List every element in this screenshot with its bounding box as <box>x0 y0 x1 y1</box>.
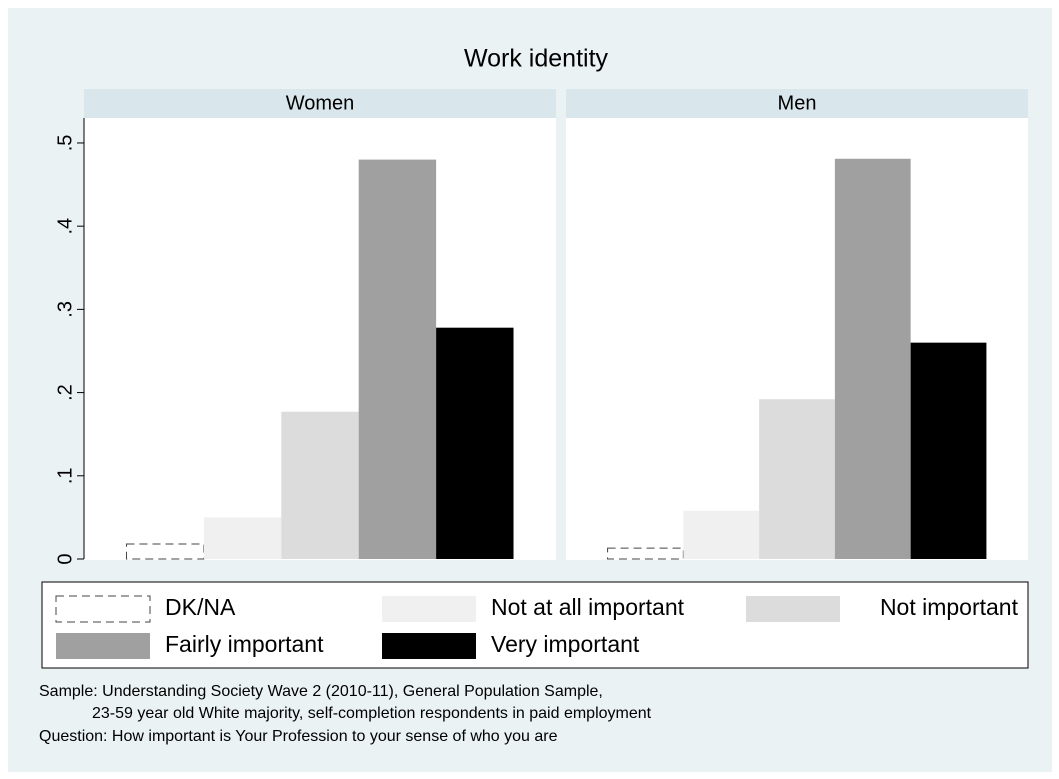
panel-label: Women <box>286 92 355 114</box>
y-tick-label: .1 <box>54 467 76 484</box>
legend-box <box>41 581 1029 669</box>
bar <box>759 399 835 559</box>
y-tick-label: .4 <box>54 218 76 235</box>
legend-swatch <box>382 633 476 659</box>
legend-swatch <box>382 596 476 622</box>
legend-label: Not important <box>880 594 1019 620</box>
legend-label: Not at all important <box>491 594 685 620</box>
bar <box>683 510 760 559</box>
y-tick-label: 0 <box>54 553 76 564</box>
legend-label: DK/NA <box>165 594 236 620</box>
y-tick-label: .5 <box>54 135 76 152</box>
legend-swatch <box>56 633 150 659</box>
bar <box>281 411 359 559</box>
bar <box>910 342 987 559</box>
panel-header <box>84 89 556 118</box>
legend-swatch <box>746 596 840 622</box>
bar <box>358 159 437 560</box>
bar <box>834 158 911 559</box>
panel-label: Men <box>778 92 817 114</box>
legend-label: Fairly important <box>165 631 324 657</box>
y-tick-label: .2 <box>54 384 76 401</box>
bar <box>436 327 514 559</box>
legend-swatch <box>55 595 151 623</box>
y-tick-label: .3 <box>54 301 76 318</box>
chart-title: Work identity <box>464 45 609 73</box>
legend-label: Very important <box>491 631 640 657</box>
note: Question: How important is Your Professi… <box>39 728 558 745</box>
note: 23-59 year old White majority, self-comp… <box>92 705 652 722</box>
panel-header <box>566 89 1028 118</box>
note: Sample: Understanding Society Wave 2 (20… <box>39 683 603 700</box>
bar <box>203 517 282 559</box>
